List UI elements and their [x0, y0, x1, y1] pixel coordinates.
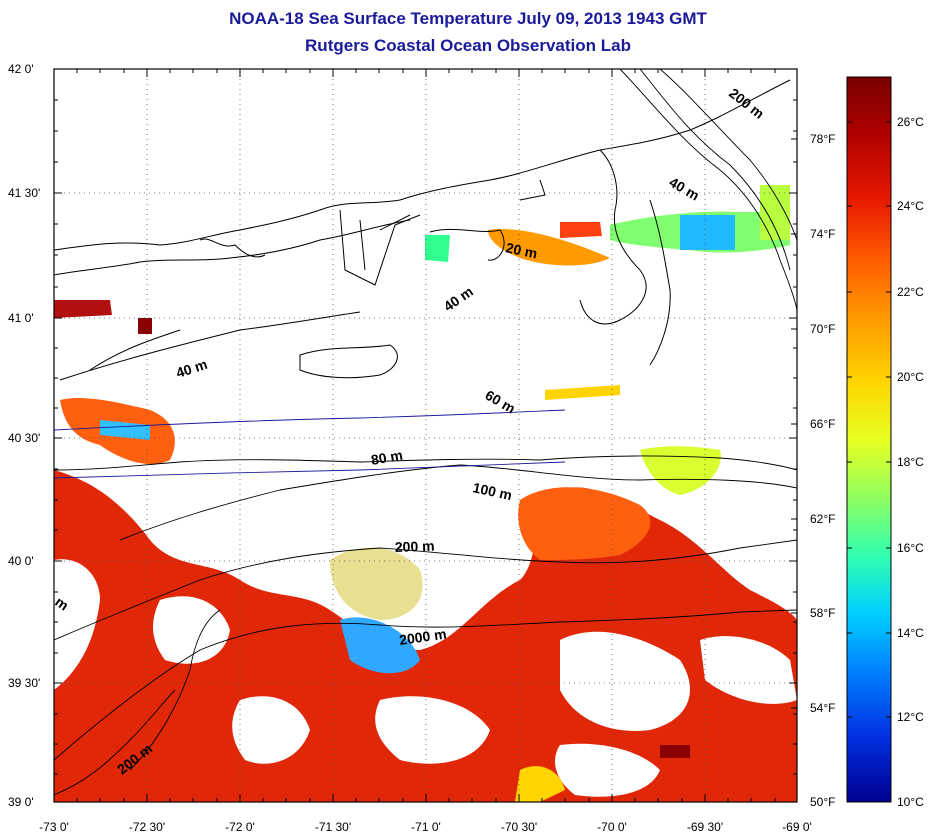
lon-label: -70 30' — [501, 820, 537, 834]
latitude-labels: 42 0' 41 30' 41 0' 40 30' 40 0' 39 30' 3… — [8, 62, 40, 809]
colorbar-ticks — [791, 121, 891, 718]
fahrenheit-label: 62°F — [810, 512, 835, 526]
lat-label: 41 0' — [8, 311, 34, 325]
fahrenheit-label: 66°F — [810, 417, 835, 431]
lon-label: -69 0' — [782, 820, 812, 834]
fahrenheit-label: 74°F — [810, 227, 835, 241]
map-subtitle: Rutgers Coastal Ocean Observation Lab — [305, 36, 631, 55]
lat-label: 40 30' — [8, 431, 40, 445]
colorbar-gradient — [846, 76, 892, 803]
graticule — [54, 69, 797, 802]
fahrenheit-label: 78°F — [810, 132, 835, 146]
celsius-label: 12°C — [897, 710, 924, 724]
celsius-label: 20°C — [897, 370, 924, 384]
isobath-label: 20 m — [504, 239, 539, 261]
lat-label: 41 30' — [8, 186, 40, 200]
lat-label: 40 0' — [8, 554, 34, 568]
celsius-label: 10°C — [897, 795, 924, 809]
lon-label: -69 30' — [687, 820, 723, 834]
map-plot-area: 200 m 40 m 20 m 40 m 40 m 60 m 80 m 100 … — [54, 69, 797, 802]
lon-label: -71 30' — [315, 820, 351, 834]
isobath-label: 80 m — [370, 447, 404, 468]
fahrenheit-label: 50°F — [810, 795, 835, 809]
isobath-label: 2000 m — [398, 626, 447, 648]
celsius-label: 14°C — [897, 626, 924, 640]
celsius-label: 22°C — [897, 285, 924, 299]
celsius-labels: 26°C 24°C 22°C 20°C 18°C 16°C 14°C 12°C … — [897, 115, 924, 809]
bathymetry-contours — [54, 69, 797, 796]
isobath-label: 200 m — [395, 538, 435, 555]
fahrenheit-label: 54°F — [810, 701, 835, 715]
frame-ticks — [54, 69, 797, 802]
map-title: NOAA-18 Sea Surface Temperature July 09,… — [229, 9, 707, 28]
lon-label: -70 0' — [597, 820, 627, 834]
coastline — [54, 79, 791, 381]
lon-label: -71 0' — [411, 820, 441, 834]
lon-label: -72 30' — [129, 820, 165, 834]
fahrenheit-label: 58°F — [810, 606, 835, 620]
celsius-label: 24°C — [897, 199, 924, 213]
lat-label: 39 0' — [8, 795, 34, 809]
celsius-label: 26°C — [897, 115, 924, 129]
lon-label: -73 0' — [39, 820, 69, 834]
celsius-label: 16°C — [897, 541, 924, 555]
lon-label: -72 0' — [225, 820, 255, 834]
fahrenheit-labels: 78°F 74°F 70°F 66°F 62°F 58°F 54°F 50°F — [810, 132, 835, 809]
celsius-label: 18°C — [897, 455, 924, 469]
lat-label: 42 0' — [8, 62, 34, 76]
lat-label: 39 30' — [8, 676, 40, 690]
colorbar: 26°C 24°C 22°C 20°C 18°C 16°C 14°C 12°C … — [791, 76, 924, 809]
fahrenheit-label: 70°F — [810, 322, 835, 336]
longitude-labels: -73 0' -72 30' -72 0' -71 30' -71 0' -70… — [39, 820, 812, 834]
